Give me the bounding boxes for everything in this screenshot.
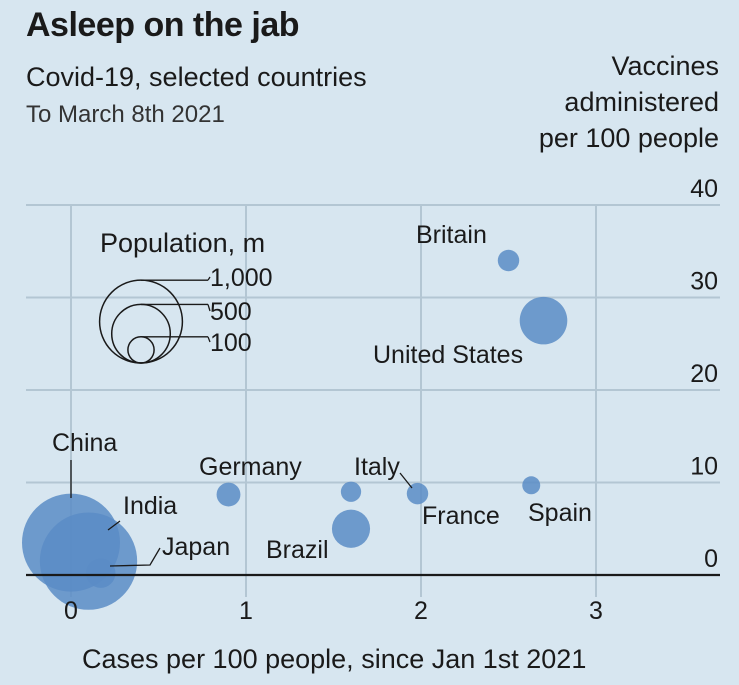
size-legend-label: 100 (210, 329, 252, 357)
data-label: Spain (528, 499, 592, 527)
size-legend-leader (207, 276, 211, 281)
data-label: France (422, 502, 500, 530)
data-label: Japan (162, 533, 230, 561)
data-label: Brazil (266, 536, 329, 564)
size-legend-circle (127, 336, 155, 364)
size-legend-label: 1,000 (210, 264, 273, 292)
y-axis-label-line: Vaccines (611, 51, 719, 81)
y-axis-label: Vaccines administered per 100 people (459, 48, 719, 156)
y-tick-label: 20 (690, 360, 718, 388)
y-tick-label: 30 (690, 268, 718, 296)
size-legend-leader (207, 304, 211, 312)
label-leader (107, 520, 121, 531)
data-point (519, 296, 568, 345)
y-tick-label: 10 (690, 453, 718, 481)
data-point (331, 509, 371, 548)
label-leader (109, 547, 161, 567)
data-label: China (52, 429, 117, 457)
data-point (340, 481, 362, 502)
data-point (39, 512, 138, 610)
data-point (216, 482, 241, 507)
data-label: Britain (416, 221, 487, 249)
data-point (86, 558, 116, 588)
chart-period: To March 8th 2021 (26, 101, 225, 128)
x-tick-label: 3 (589, 597, 603, 625)
chart-title: Asleep on the jab (26, 6, 300, 44)
data-point (522, 476, 541, 495)
label-leader (399, 472, 413, 489)
x-tick-label: 0 (64, 597, 78, 625)
y-tick-label: 40 (690, 175, 718, 203)
size-legend-circle (98, 279, 184, 364)
x-tick-label: 1 (239, 597, 253, 625)
x-tick-label: 2 (414, 597, 428, 625)
y-axis-label-line: administered (564, 87, 719, 117)
data-label: Germany (199, 453, 302, 481)
data-label: India (123, 492, 177, 520)
data-point (406, 482, 429, 505)
chart-subtitle: Covid-19, selected countries (26, 62, 367, 92)
size-legend-leader (207, 336, 211, 343)
data-point (497, 249, 520, 272)
data-label: United States (373, 341, 523, 369)
x-axis-label: Cases per 100 people, since Jan 1st 2021 (82, 644, 586, 674)
size-legend-title: Population, m (100, 228, 265, 258)
y-tick-label: 0 (704, 545, 718, 573)
data-label: Italy (354, 453, 400, 481)
y-axis-label-line: per 100 people (538, 123, 719, 153)
size-legend-circle (110, 303, 172, 364)
size-legend-label: 500 (210, 298, 252, 326)
